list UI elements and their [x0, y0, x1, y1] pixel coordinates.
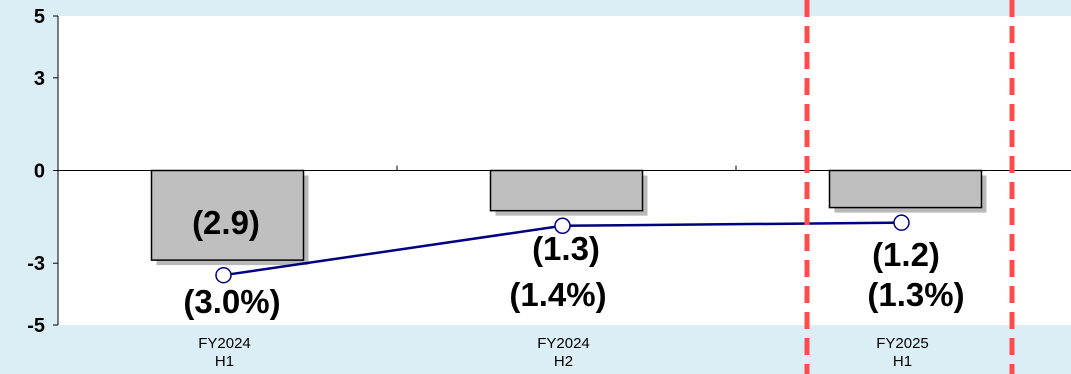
bar [828, 169, 983, 209]
line-data-label: (3.0%) [183, 283, 280, 320]
bar-data-label: (2.9) [192, 204, 260, 241]
line-data-label: (1.4%) [509, 276, 606, 313]
x-axis-labels: FY2024 H1 FY2024 H2 FY2025 H1 [198, 335, 929, 370]
bar [150, 169, 305, 261]
data-labels: (2.9) (1.3) (1.2) (3.0%) (1.4%) (1.3%) [183, 204, 964, 320]
y-tick-label: -3 [27, 253, 45, 275]
x-tick-label: FY2025 H1 [876, 335, 929, 370]
bar-data-label: (1.2) [872, 236, 940, 273]
line-series [215, 214, 910, 284]
y-axis-labels: 5 3 0 -3 -5 [27, 6, 45, 337]
bar-series [150, 169, 987, 266]
line-data-label: (1.3%) [867, 276, 964, 313]
dashed-separators [804, 0, 1015, 374]
y-tick-label: 3 [34, 68, 45, 90]
bar [489, 169, 644, 212]
x-tick-label: FY2024 H1 [198, 335, 251, 370]
x-tick-label: FY2024 H2 [537, 335, 590, 370]
line-point [893, 214, 910, 231]
bar-data-label: (1.3) [532, 230, 600, 267]
line-point [554, 217, 571, 235]
y-tick-label: 5 [34, 6, 45, 28]
y-tick-label: -5 [27, 315, 45, 337]
line-point [215, 266, 232, 284]
y-tick-label: 0 [34, 161, 45, 183]
